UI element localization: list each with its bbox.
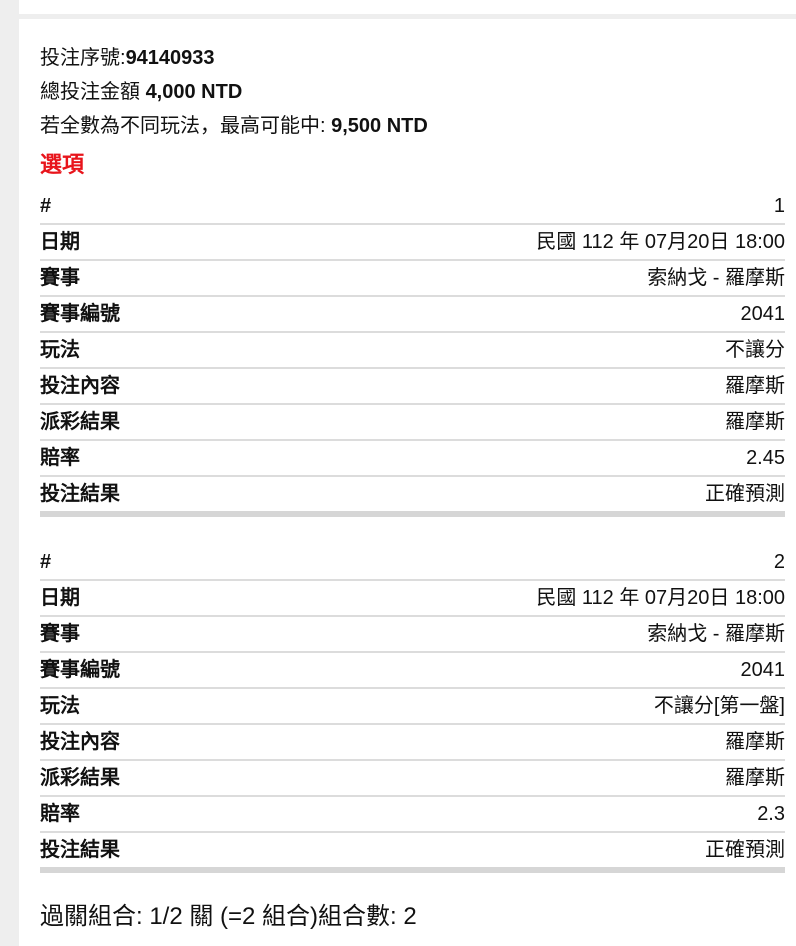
table-row: 玩法 不讓分[第一盤]	[40, 689, 785, 725]
table-row: 投注內容 羅摩斯	[40, 369, 785, 405]
row-value: 索納戈 - 羅摩斯	[647, 267, 785, 289]
table-row: 派彩結果 羅摩斯	[40, 761, 785, 797]
row-value: 不讓分	[725, 339, 785, 361]
table-row: 投注結果 正確預測	[40, 477, 785, 517]
total-amount-value: 4,000 NTD	[145, 81, 243, 103]
row-value: 索納戈 - 羅摩斯	[647, 623, 785, 645]
row-value: 2041	[740, 303, 786, 325]
row-label: 賽事	[40, 267, 80, 289]
row-label: 投注結果	[40, 483, 120, 505]
row-value: 2.3	[757, 803, 785, 825]
total-amount-label: 總投注金額	[40, 81, 146, 103]
table-row: 派彩結果 羅摩斯	[40, 405, 785, 441]
row-label: 投注結果	[40, 839, 120, 861]
row-value: 民國 112 年 07月20日 18:00	[536, 231, 785, 253]
table-row: 賠率 2.3	[40, 797, 785, 833]
row-label: #	[40, 551, 52, 573]
table-row: #2	[40, 545, 785, 581]
row-value: 羅摩斯	[725, 411, 785, 433]
row-label: 賽事	[40, 623, 80, 645]
table-row: 玩法 不讓分	[40, 333, 785, 369]
row-label: 日期	[40, 231, 80, 253]
row-label: 派彩結果	[40, 411, 120, 433]
bet-detail-card: 投注序號:94140933 總投注金額 4,000 NTD 若全數為不同玩法，最…	[19, 19, 796, 946]
table-row: 投注結果 正確預測	[40, 833, 785, 873]
row-value: 正確預測	[705, 483, 785, 505]
table-row: #1	[40, 189, 785, 225]
row-label: 賠率	[40, 447, 80, 469]
selection-table: #1 日期 民國 112 年 07月20日 18:00 賽事 索納戈 - 羅摩斯賽事編號…	[40, 189, 785, 517]
table-row: 日期 民國 112 年 07月20日 18:00	[40, 225, 785, 261]
parlay-summary: 過關組合: 1/2 關 (=2 組合)組合數: 2	[40, 903, 417, 930]
table-row: 日期 民國 112 年 07月20日 18:00	[40, 581, 785, 617]
table-row: 投注內容 羅摩斯	[40, 725, 785, 761]
row-label: #	[40, 195, 52, 217]
row-value: 不讓分[第一盤]	[653, 695, 785, 717]
table-row: 賽事 索納戈 - 羅摩斯	[40, 617, 785, 653]
table-row: 賽事 索納戈 - 羅摩斯	[40, 261, 785, 297]
max-payout: 若全數為不同玩法，最高可能中: 9,500 NTD	[40, 109, 785, 143]
table-gap	[40, 517, 785, 541]
options-title: 選項	[40, 152, 85, 177]
bet-number-label: 投注序號:	[40, 47, 126, 69]
table-row: 賽事編號 2041	[40, 297, 785, 333]
row-label: 賠率	[40, 803, 80, 825]
row-value: 羅摩斯	[725, 767, 785, 789]
row-label: 玩法	[40, 339, 80, 361]
row-value: 民國 112 年 07月20日 18:00	[536, 587, 785, 609]
row-value: 羅摩斯	[725, 375, 785, 397]
table-row: 賽事編號 2041	[40, 653, 785, 689]
max-payout-value: 9,500 NTD	[331, 115, 428, 137]
row-value: 2.45	[746, 447, 785, 469]
row-label: 玩法	[40, 695, 80, 717]
row-label: 賽事編號	[40, 659, 120, 681]
row-value: 1	[773, 195, 785, 217]
row-value: 正確預測	[705, 839, 785, 861]
row-value: 羅摩斯	[725, 731, 785, 753]
row-label: 投注內容	[40, 375, 120, 397]
row-label: 日期	[40, 587, 80, 609]
row-label: 投注內容	[40, 731, 120, 753]
bet-number: 投注序號:94140933	[40, 41, 785, 75]
selection-table: #2 日期 民國 112 年 07月20日 18:00 賽事 索納戈 - 羅摩斯賽事編號…	[40, 545, 785, 873]
total-amount: 總投注金額 4,000 NTD	[40, 75, 785, 109]
max-payout-label: 若全數為不同玩法，最高可能中:	[40, 115, 332, 137]
row-value: 2	[773, 551, 785, 573]
row-value: 2041	[740, 659, 786, 681]
row-label: 賽事編號	[40, 303, 120, 325]
previous-card	[19, 0, 796, 14]
bet-number-value: 94140933	[125, 47, 215, 69]
table-row: 賠率 2.45	[40, 441, 785, 477]
row-label: 派彩結果	[40, 767, 120, 789]
